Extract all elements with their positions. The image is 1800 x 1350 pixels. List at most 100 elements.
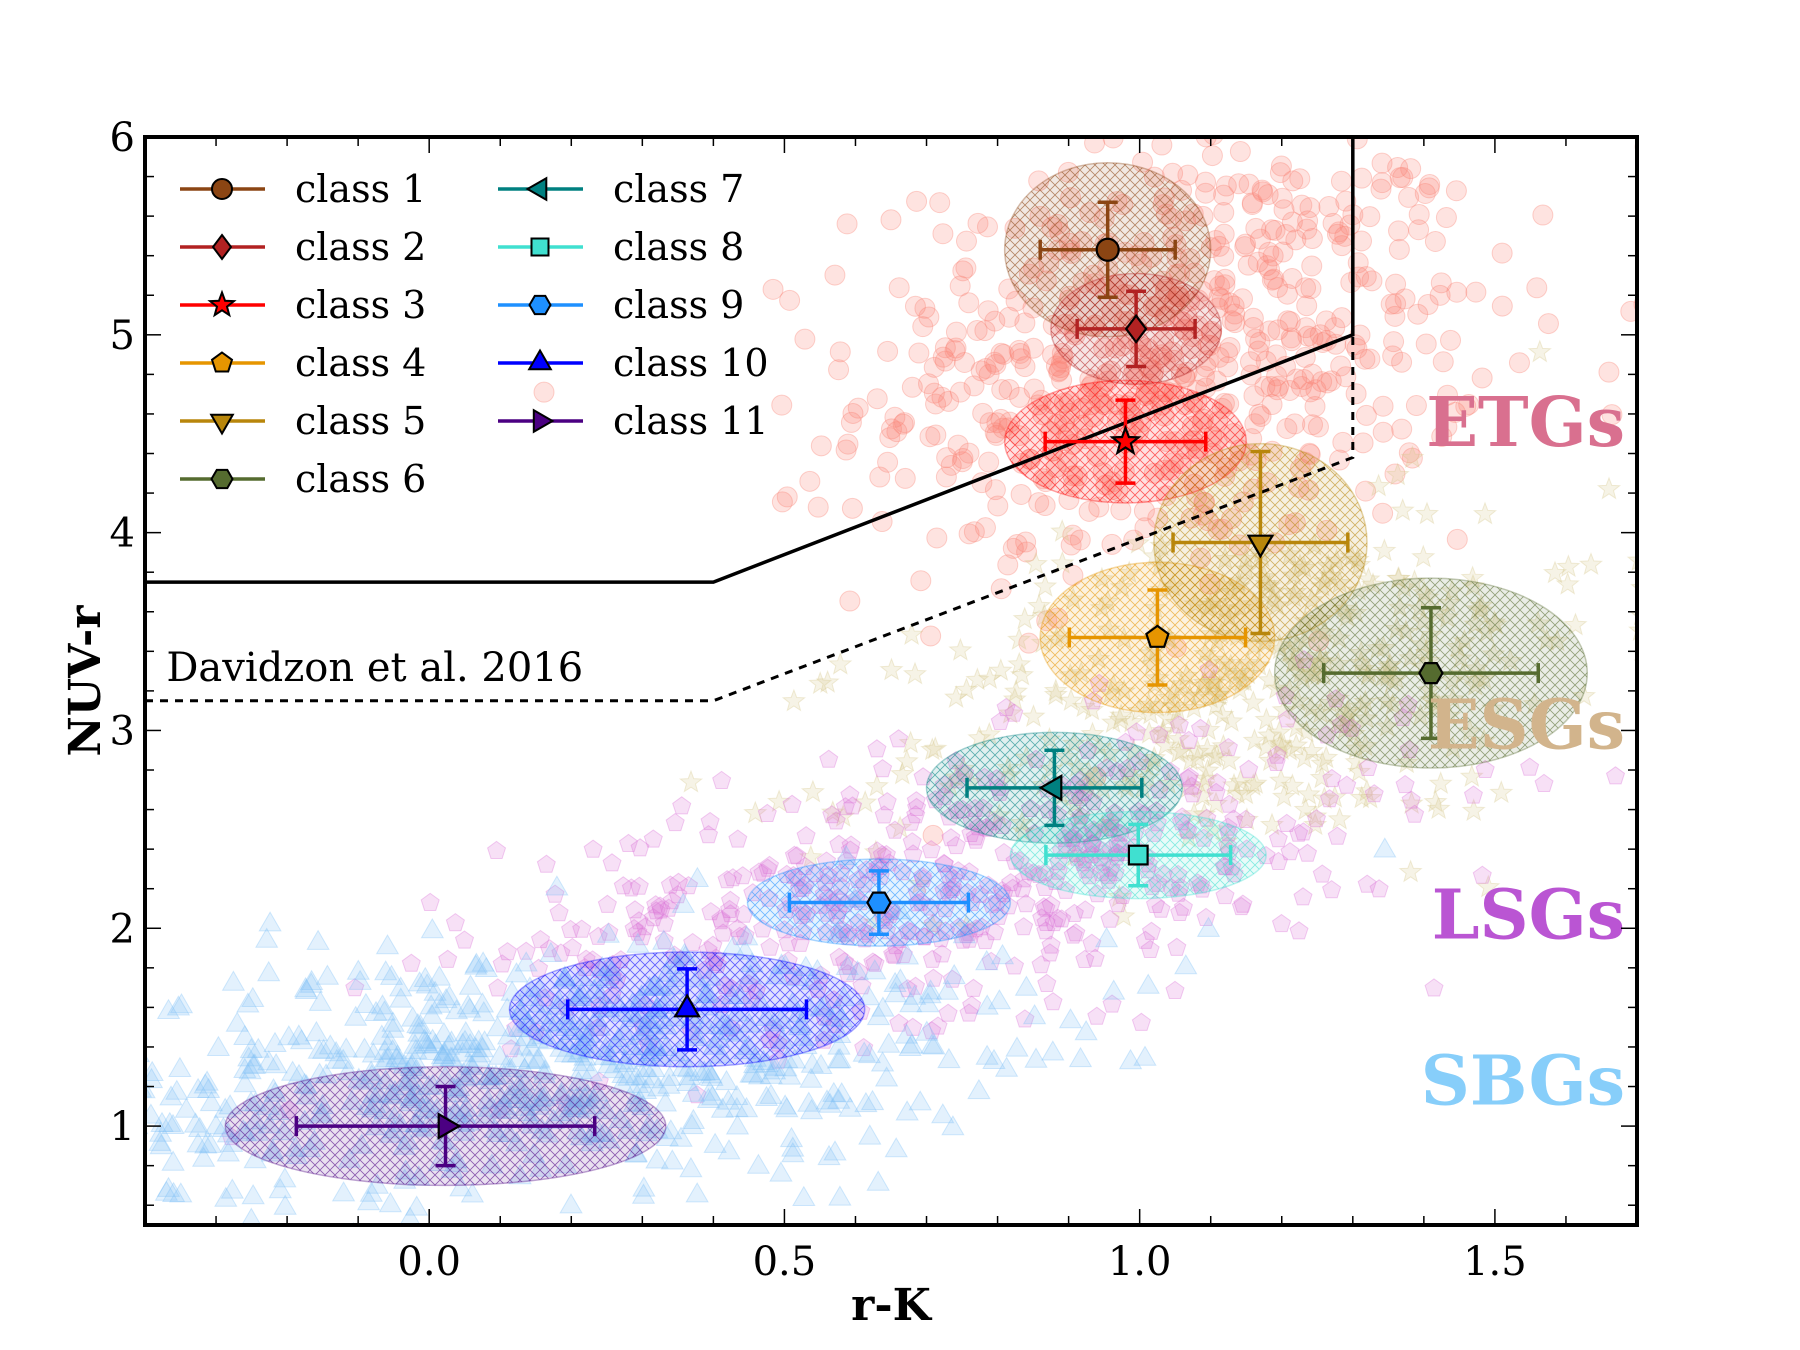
scatter-point-lsgs	[990, 711, 1010, 730]
scatter-point-sbgs	[311, 1038, 336, 1059]
scatter-point-etgs	[1208, 286, 1230, 308]
scatter-point-esgs	[1277, 737, 1302, 761]
scatter-point-lsgs	[1141, 921, 1162, 940]
errorbar-class-3	[1043, 398, 1208, 485]
scatter-point-esgs	[1268, 731, 1294, 755]
scatter-point-sbgs	[361, 1042, 385, 1063]
scatter-point-lsgs	[1015, 1009, 1035, 1028]
scatter-point-sbgs	[359, 1181, 383, 1202]
scatter-point-etgs	[1383, 331, 1405, 353]
scatter-point-etgs	[984, 422, 1006, 444]
scatter-point-etgs	[1326, 223, 1348, 245]
legend-label: class 2	[295, 225, 426, 269]
scatter-point-etgs	[1300, 278, 1322, 300]
scatter-point-sbgs	[389, 976, 413, 997]
scatter-point-etgs	[1414, 182, 1436, 204]
scatter-point-etgs	[1465, 281, 1487, 303]
scatter-point-lsgs	[901, 812, 921, 831]
scatter-point-etgs	[1048, 360, 1070, 382]
scatter-point-lsgs	[1322, 879, 1342, 899]
scatter-point-esgs	[898, 730, 923, 754]
scatter-point-sbgs	[264, 1053, 288, 1074]
scatter-point-esgs	[678, 769, 704, 793]
scatter-point-sbgs	[43, 1201, 65, 1220]
scatter-point-etgs	[985, 353, 1007, 375]
scatter-point-sbgs	[739, 1062, 763, 1083]
scatter-point-sbgs	[41, 1081, 63, 1100]
scatter-point-etgs	[1385, 273, 1407, 295]
scatter-point-etgs	[1391, 351, 1413, 373]
scatter-point-lsgs	[665, 812, 685, 832]
scatter-point-esgs	[948, 637, 973, 661]
scatter-point-sbgs	[458, 1032, 482, 1054]
scatter-point-esgs	[1101, 710, 1126, 733]
scatter-point-etgs	[1351, 167, 1373, 189]
scatter-point-etgs	[1268, 375, 1290, 397]
scatter-point-etgs	[894, 467, 916, 489]
scatter-point-lsgs	[1401, 790, 1421, 809]
scatter-point-sbgs	[213, 1097, 237, 1118]
scatter-point-lsgs	[873, 758, 893, 778]
scatter-point-lsgs	[733, 866, 753, 885]
x-tick-label: 0.5	[753, 1239, 817, 1285]
scatter-point-etgs	[1392, 166, 1414, 188]
marker-class-5	[1246, 534, 1275, 559]
scatter-point-sbgs	[735, 925, 759, 946]
scatter-point-lsgs	[749, 862, 769, 881]
scatter-point-lsgs	[1280, 841, 1300, 861]
scatter-point-sbgs	[373, 1048, 397, 1069]
y-tick-label: 3	[110, 708, 135, 754]
scatter-point-sbgs	[287, 1024, 311, 1045]
scatter-point-etgs	[1304, 395, 1326, 417]
scatter-point-etgs	[1214, 268, 1236, 290]
scatter-point-sbgs	[241, 1184, 265, 1205]
scatter-point-esgs	[1459, 764, 1484, 788]
scatter-point-sbgs	[356, 1190, 381, 1211]
legend-label: class 8	[613, 225, 744, 269]
scatter-point-etgs	[1345, 383, 1367, 405]
scatter-point-etgs	[1289, 168, 1311, 190]
scatter-point-esgs	[1050, 550, 1075, 574]
scatter-point-etgs	[1344, 334, 1366, 356]
scatter-point-sbgs	[206, 1035, 231, 1056]
scatter-point-etgs	[1471, 367, 1493, 389]
scatter-point-etgs	[983, 351, 1005, 373]
scatter-point-esgs	[1390, 497, 1415, 521]
scatter-point-lsgs	[643, 907, 663, 927]
scatter-point-etgs	[1006, 533, 1028, 555]
scatter-point-etgs	[1209, 275, 1231, 297]
scatter-point-lsgs	[1063, 925, 1083, 944]
scatter-point-esgs	[1195, 736, 1220, 760]
scatter-point-sbgs	[539, 941, 563, 962]
scatter-point-etgs	[963, 521, 985, 543]
scatter-point-etgs	[1252, 181, 1274, 203]
scatter-point-etgs	[1217, 342, 1239, 364]
scatter-point-etgs	[1279, 380, 1301, 402]
scatter-point-etgs	[952, 260, 974, 282]
scatter-point-sbgs	[161, 1113, 185, 1134]
scatter-point-sbgs	[293, 976, 318, 998]
scatter-point-sbgs	[466, 1046, 491, 1067]
scatter-point-lsgs	[898, 978, 918, 998]
scatter-point-sbgs	[725, 1114, 750, 1135]
scatter-point-etgs	[1352, 432, 1374, 454]
scatter-point-etgs	[1301, 363, 1323, 385]
scatter-point-sbgs	[942, 963, 966, 985]
scatter-point-sbgs	[453, 1029, 477, 1050]
scatter-point-etgs	[1330, 355, 1352, 377]
scatter-point-esgs	[1241, 690, 1266, 713]
scatter-point-etgs	[1355, 266, 1377, 288]
scatter-point-esgs	[1428, 771, 1453, 795]
scatter-point-sbgs	[79, 1076, 101, 1095]
scatter-point-etgs	[1215, 175, 1237, 197]
scatter-point-etgs	[940, 454, 962, 476]
scatter-point-sbgs	[370, 1024, 394, 1045]
scatter-point-sbgs	[214, 1186, 238, 1207]
scatter-point-lsgs	[942, 969, 962, 988]
scatter-point-etgs	[1211, 288, 1233, 310]
scatter-point-etgs	[1224, 303, 1246, 325]
scatter-point-sbgs	[775, 1047, 799, 1069]
scatter-point-etgs	[1335, 366, 1357, 388]
scatter-point-sbgs	[193, 1073, 217, 1094]
scatter-point-sbgs	[239, 1037, 263, 1059]
